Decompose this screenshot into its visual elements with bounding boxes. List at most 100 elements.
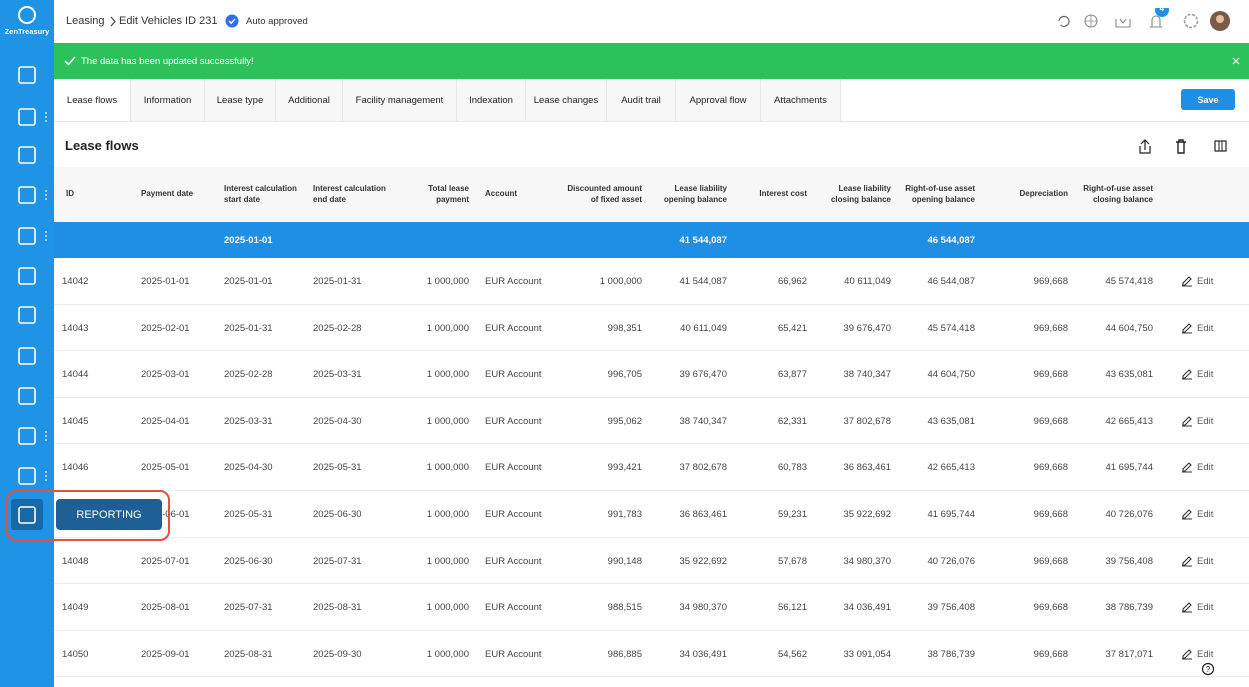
edit-link[interactable]: Edit bbox=[1197, 322, 1214, 334]
table-cell: 1 000,000 bbox=[426, 322, 469, 334]
table-cell: 14045 bbox=[62, 415, 89, 427]
table-cell: 2025-05-01 bbox=[141, 462, 190, 474]
table-cell: 59,231 bbox=[777, 509, 807, 520]
help-icon[interactable]: ? bbox=[1201, 662, 1215, 676]
nav-icon[interactable] bbox=[18, 347, 36, 365]
tab[interactable]: Attachments bbox=[761, 79, 841, 121]
edit-icon[interactable] bbox=[1181, 648, 1193, 660]
edit-link[interactable]: Edit bbox=[1197, 555, 1214, 567]
columns-icon[interactable] bbox=[1214, 140, 1227, 152]
nav-more[interactable] bbox=[45, 112, 47, 114]
table-cell: 37 802,678 bbox=[679, 462, 727, 474]
tab[interactable]: Lease changes bbox=[526, 79, 607, 121]
breadcrumb-current: Edit Vehicles ID 231 bbox=[119, 15, 218, 27]
nav-more[interactable] bbox=[45, 194, 47, 196]
nav-icon[interactable] bbox=[18, 306, 36, 324]
close-icon[interactable] bbox=[1232, 57, 1240, 65]
nav-more[interactable] bbox=[45, 231, 47, 233]
nav-more[interactable] bbox=[45, 479, 47, 481]
nav-more[interactable] bbox=[45, 198, 47, 200]
nav-more[interactable] bbox=[45, 431, 47, 433]
export-icon[interactable] bbox=[1139, 139, 1151, 154]
tab[interactable]: Approval flow bbox=[676, 79, 761, 121]
table-cell: 1 000,000 bbox=[426, 462, 469, 474]
column-header: Right-of-use asset closing balance bbox=[1083, 184, 1153, 204]
table-cell: 2025-01-31 bbox=[224, 322, 273, 334]
breadcrumb-link[interactable]: Leasing bbox=[66, 15, 105, 27]
edit-icon[interactable] bbox=[1181, 555, 1193, 567]
tab[interactable]: Additional bbox=[276, 79, 343, 121]
table-cell: 2025-03-01 bbox=[141, 369, 190, 381]
nav-more[interactable] bbox=[45, 116, 47, 118]
edit-link[interactable]: Edit bbox=[1197, 415, 1214, 427]
sidebar: ZenTreasury bbox=[0, 0, 54, 687]
nav-icon[interactable] bbox=[18, 186, 36, 204]
nav-icon[interactable] bbox=[18, 227, 36, 245]
edit-link[interactable]: Edit bbox=[1197, 509, 1214, 520]
nav-icon[interactable] bbox=[18, 66, 36, 84]
nav-more[interactable] bbox=[45, 471, 47, 473]
column-header: Lease liability opening balance bbox=[663, 184, 727, 204]
tab[interactable]: Indexation bbox=[457, 79, 526, 121]
inbox-icon[interactable] bbox=[1115, 18, 1131, 28]
table-cell: EUR Account bbox=[485, 276, 542, 287]
banner-text: The data has been updated successfully! bbox=[81, 56, 254, 67]
table-cell: 988,515 bbox=[607, 602, 642, 614]
table-cell: 998,351 bbox=[607, 322, 642, 334]
table-row: 14049 2025-08-01 2025-07-31 2025-08-31 1 000… bbox=[54, 584, 1249, 631]
edit-link[interactable]: Edit bbox=[1197, 276, 1214, 287]
edit-link[interactable]: Edit bbox=[1197, 648, 1214, 660]
table-cell: 38 786,739 bbox=[1105, 602, 1153, 614]
nav-icon[interactable] bbox=[18, 467, 36, 485]
nav-icon[interactable] bbox=[18, 387, 36, 405]
settings-icon[interactable] bbox=[1183, 13, 1199, 29]
edit-link[interactable]: Edit bbox=[1197, 602, 1214, 614]
table-cell: 2025-02-28 bbox=[224, 369, 273, 381]
table-cell: 2025-01-01 bbox=[224, 276, 273, 287]
nav-more[interactable] bbox=[45, 439, 47, 441]
nav-more[interactable] bbox=[45, 475, 47, 477]
table-cell: 2025-08-31 bbox=[313, 602, 362, 614]
logo-icon bbox=[18, 6, 36, 24]
check-icon bbox=[64, 56, 76, 66]
nav-more[interactable] bbox=[45, 239, 47, 241]
tab[interactable]: Information bbox=[131, 79, 205, 121]
table-cell: 40 611,049 bbox=[844, 276, 891, 287]
save-button[interactable]: Save bbox=[1181, 89, 1235, 110]
table-cell: 60,783 bbox=[777, 462, 807, 474]
table-cell: 990,148 bbox=[607, 555, 642, 567]
table-cell: 14044 bbox=[62, 369, 89, 381]
edit-link[interactable]: Edit bbox=[1197, 462, 1214, 474]
edit-icon[interactable] bbox=[1181, 415, 1193, 427]
edit-link[interactable]: Edit bbox=[1197, 369, 1214, 381]
edit-icon[interactable] bbox=[1181, 322, 1193, 334]
table-cell: EUR Account bbox=[485, 555, 542, 567]
tab[interactable]: Lease type bbox=[205, 79, 276, 121]
table-cell: 1 000,000 bbox=[426, 369, 469, 381]
table-cell: 991,783 bbox=[607, 509, 642, 520]
nav-more[interactable] bbox=[45, 435, 47, 437]
nav-more[interactable] bbox=[45, 190, 47, 192]
section-title: Lease flows bbox=[65, 138, 139, 153]
delete-icon[interactable] bbox=[1176, 139, 1186, 154]
nav-more[interactable] bbox=[45, 235, 47, 237]
nav-icon[interactable] bbox=[18, 427, 36, 445]
edit-icon[interactable] bbox=[1181, 275, 1193, 287]
tab[interactable]: Lease flows bbox=[54, 79, 131, 121]
nav-icon[interactable] bbox=[18, 267, 36, 285]
bell-icon[interactable] bbox=[1150, 15, 1162, 28]
table-cell: 14042 bbox=[62, 276, 89, 287]
nav-icon[interactable] bbox=[18, 108, 36, 126]
tab[interactable]: Facility management bbox=[343, 79, 457, 121]
nav-more[interactable] bbox=[45, 120, 47, 122]
edit-icon[interactable] bbox=[1181, 508, 1193, 520]
edit-icon[interactable] bbox=[1181, 461, 1193, 473]
nav-icon[interactable] bbox=[18, 146, 36, 164]
edit-icon[interactable] bbox=[1181, 601, 1193, 613]
column-header: Interest calculation start date bbox=[224, 184, 297, 204]
edit-icon[interactable] bbox=[1181, 368, 1193, 380]
refresh-icon[interactable] bbox=[1058, 15, 1070, 28]
table-cell: 969,668 bbox=[1033, 555, 1068, 567]
tab[interactable]: Audit trail bbox=[607, 79, 676, 121]
nav-icon[interactable] bbox=[18, 506, 36, 524]
